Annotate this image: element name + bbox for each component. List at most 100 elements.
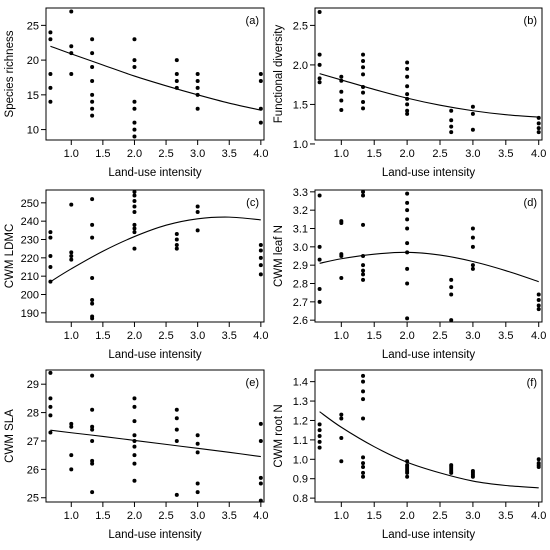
x-tick-label: 3.0: [465, 330, 480, 342]
data-point: [90, 438, 95, 443]
data-point: [132, 444, 137, 449]
data-point: [90, 424, 95, 429]
data-point: [132, 189, 137, 194]
data-point: [90, 490, 95, 495]
data-point: [470, 474, 475, 479]
data-point: [405, 102, 410, 107]
y-tick-label: 25: [27, 20, 39, 32]
x-tick-label: 3.0: [465, 148, 480, 160]
data-point: [361, 416, 366, 421]
x-tick-label: 1.0: [334, 330, 349, 342]
data-point: [258, 120, 263, 125]
data-point: [48, 370, 53, 375]
x-tick-label: 3.0: [190, 330, 205, 342]
data-point: [69, 257, 74, 262]
x-tick-label: 1.5: [95, 330, 110, 342]
x-tick-label: 1.0: [334, 148, 349, 160]
data-point: [317, 445, 322, 450]
data-point: [258, 438, 263, 443]
data-point: [195, 78, 200, 83]
data-point: [449, 318, 454, 323]
data-point: [361, 470, 366, 475]
data-point: [449, 292, 454, 297]
data-point: [132, 478, 137, 483]
x-tick-label: 1.0: [334, 510, 349, 522]
data-point: [132, 99, 137, 104]
fitted-curve: [50, 429, 261, 458]
data-point: [132, 127, 137, 132]
data-point: [69, 254, 74, 258]
x-tick-label: 1.5: [367, 510, 382, 522]
panel-e: 1.0 1.5 2.0 2.5 3.0 3.5 4.0 25 26 27 28 29 Land-use …: [4, 369, 268, 541]
data-point: [339, 412, 344, 417]
y-tick-label: 1.4: [293, 377, 308, 389]
data-point: [132, 106, 137, 111]
data-point: [317, 299, 322, 304]
data-point: [339, 254, 344, 258]
y-tick-label: 27: [27, 436, 39, 448]
data-point: [132, 404, 137, 409]
data-point: [174, 438, 179, 443]
x-tick-label: 3.5: [222, 330, 237, 342]
data-point: [361, 379, 366, 384]
y-axis-title: Species richness: [4, 30, 16, 117]
x-tick-label: 3.0: [190, 510, 205, 522]
data-point: [90, 37, 95, 42]
plot-frame: [45, 369, 265, 503]
x-tick-label: 2.5: [432, 148, 447, 160]
data-point: [470, 244, 475, 249]
y-tick-label: 1.3: [293, 396, 308, 408]
data-point: [258, 481, 263, 486]
data-point: [90, 78, 95, 83]
data-point: [317, 80, 322, 85]
data-point: [339, 74, 344, 79]
data-point: [174, 58, 179, 63]
data-point: [132, 433, 137, 438]
data-point: [470, 235, 475, 240]
data-point: [48, 404, 53, 409]
data-point: [361, 52, 366, 57]
data-point: [258, 255, 263, 260]
data-point: [174, 232, 179, 236]
data-point: [69, 72, 74, 76]
x-tick-label: 3.0: [190, 148, 205, 160]
x-tick-label: 4.0: [531, 510, 546, 522]
data-point: [48, 37, 53, 42]
data-point: [90, 222, 95, 227]
plot-frame: [314, 7, 543, 141]
data-point: [174, 237, 179, 242]
y-tick-label: 2.9: [293, 260, 308, 272]
data-point: [361, 277, 366, 282]
data-point: [361, 268, 366, 273]
data-point: [90, 458, 95, 463]
x-axis-title: Land-use intensity: [382, 349, 476, 361]
data-point: [132, 461, 137, 466]
data-point: [132, 65, 137, 70]
data-point: [317, 76, 322, 81]
data-point: [317, 434, 322, 438]
x-tick-label: 1.0: [64, 330, 79, 342]
data-point: [405, 226, 410, 231]
data-point: [195, 106, 200, 111]
data-point: [132, 419, 137, 424]
data-point: [339, 459, 344, 464]
y-tick-label: 2.8: [293, 279, 308, 291]
panel-c: 1.0 1.5 2.0 2.5 3.0 3.5 4.0 190 200 210 220 230 240 2…: [4, 189, 268, 361]
data-point: [536, 292, 541, 297]
panel-label: (f): [527, 377, 537, 389]
panel-label: (e): [246, 377, 259, 389]
data-point: [90, 316, 95, 321]
x-tick-label: 3.5: [498, 330, 513, 342]
data-point: [405, 241, 410, 246]
data-point: [405, 66, 410, 71]
data-point: [470, 111, 475, 116]
x-tick-label: 1.0: [64, 510, 79, 522]
data-point: [195, 481, 200, 486]
y-tick-label: 250: [21, 198, 39, 210]
y-tick-label: 1.2: [293, 415, 308, 427]
x-tick-label: 3.0: [465, 510, 480, 522]
x-axis-title: Land-use intensity: [382, 529, 476, 541]
data-point: [339, 89, 344, 94]
x-tick-label: 2.5: [432, 510, 447, 522]
data-point: [174, 416, 179, 421]
